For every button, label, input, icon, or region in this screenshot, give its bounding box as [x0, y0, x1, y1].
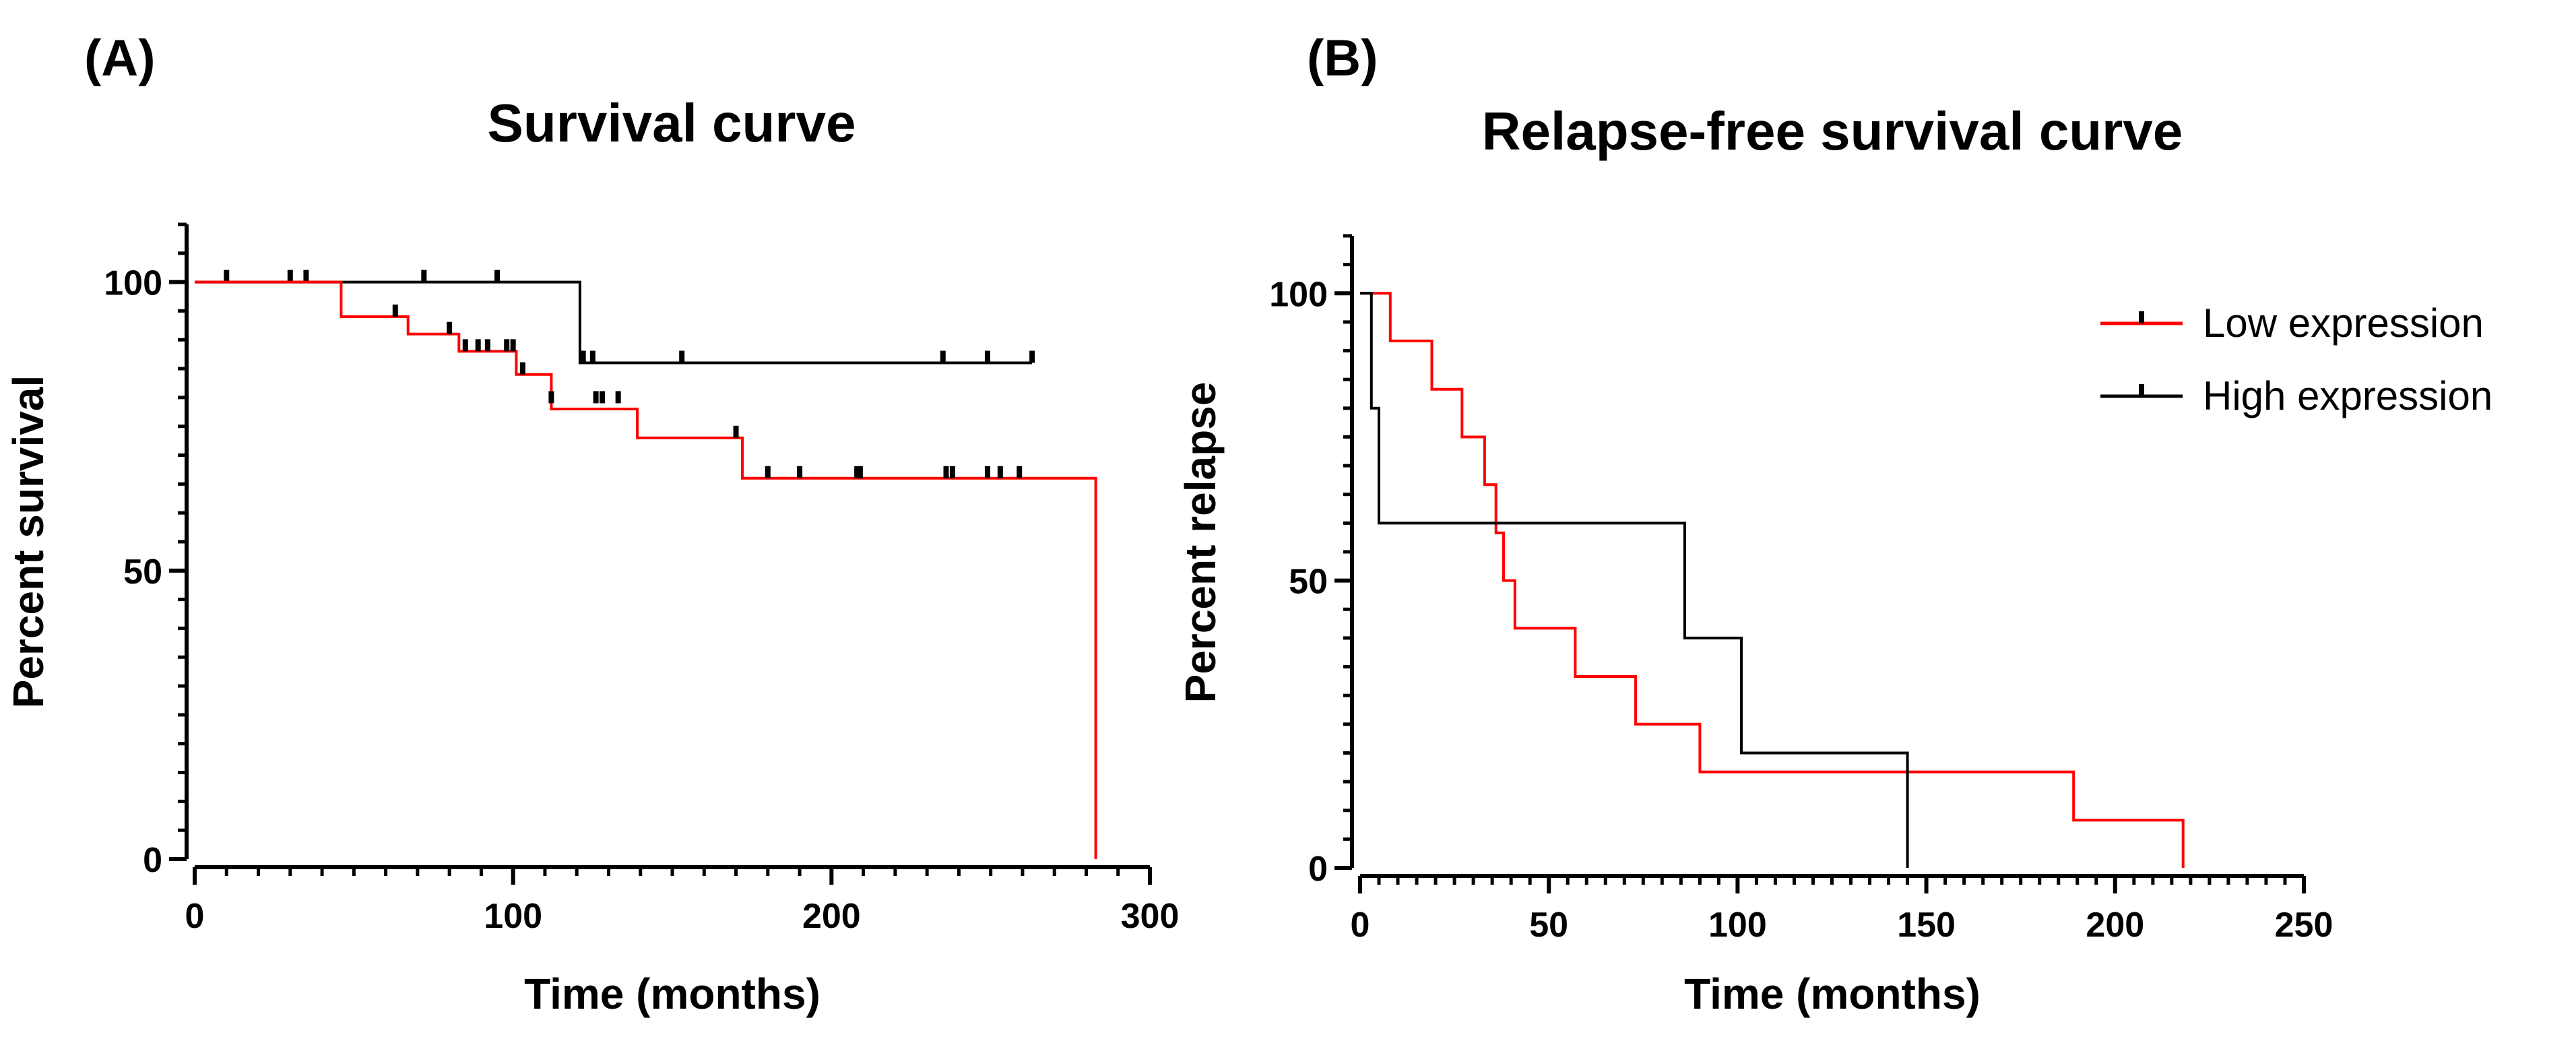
panel-label: (B) [1307, 30, 1378, 87]
y-tick-label: 50 [123, 553, 162, 592]
y-tick-label: 100 [1269, 275, 1328, 314]
x-tick-label: 100 [484, 897, 542, 936]
x-tick-label: 250 [2275, 906, 2333, 945]
x-tick-label: 300 [1121, 897, 1180, 936]
y-axis-label: Percent relapse [1176, 382, 1225, 703]
legend: Low expression High expression [2100, 301, 2492, 418]
x-tick-label: 0 [1351, 906, 1370, 945]
x-axis-label: Time (months) [1684, 970, 1981, 1018]
chart-panel-b: (B) Relapse-free survival curve 0 50 100 0 50 1… [1176, 30, 2492, 1018]
series-line-low-expression [195, 280, 1097, 859]
chart-panel-a: (A) Survival curve 0 50 100 0 100 200 300 Time (m… [4, 30, 1179, 1018]
y-tick-label: 0 [143, 841, 162, 880]
x-tick-label: 200 [2086, 906, 2144, 945]
y-tick-label: 50 [1289, 563, 1328, 602]
series-line-low-expression [1360, 292, 2185, 868]
series-line-high-expression [195, 280, 1033, 365]
x-axis-label: Time (months) [524, 970, 820, 1018]
panel-label: (A) [84, 30, 156, 87]
series-line-high-expression [1360, 292, 1909, 868]
x-tick-label: 50 [1529, 906, 1568, 945]
x-tick-label: 0 [185, 897, 205, 936]
y-tick-label: 0 [1308, 850, 1328, 889]
x-tick-label: 100 [1708, 906, 1767, 945]
chart-title: Survival curve [488, 93, 856, 153]
y-axis-label: Percent survival [4, 375, 53, 709]
y-tick-label: 100 [104, 264, 162, 303]
x-tick-label: 150 [1897, 906, 1956, 945]
x-tick-label: 200 [802, 897, 861, 936]
chart-title: Relapse-free survival curve [1482, 101, 2183, 161]
legend-entry: High expression [2203, 373, 2492, 418]
legend-entry: Low expression [2203, 301, 2484, 346]
